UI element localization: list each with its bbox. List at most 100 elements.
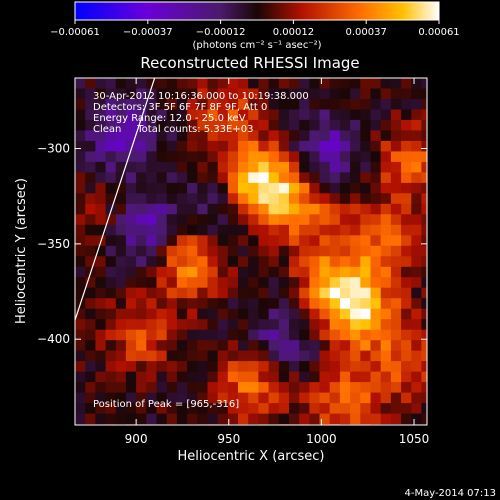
heatmap-cell xyxy=(411,140,423,152)
heatmap-cell xyxy=(360,371,372,383)
heatmap-cell xyxy=(207,382,219,394)
heatmap-cell xyxy=(268,109,280,121)
heatmap-cell xyxy=(136,78,147,90)
heatmap-cell xyxy=(227,78,239,90)
heatmap-cell xyxy=(187,298,198,310)
heatmap-cell xyxy=(319,203,331,215)
heatmap-cell xyxy=(380,361,392,373)
heatmap-cell xyxy=(227,224,239,236)
heatmap-cell xyxy=(380,298,392,310)
heatmap-cell xyxy=(187,287,198,299)
heatmap-cell xyxy=(95,403,107,415)
heatmap-cell xyxy=(125,235,137,247)
heatmap-cell xyxy=(380,172,392,184)
heatmap-cell xyxy=(207,172,219,184)
heatmap-cell xyxy=(105,308,117,320)
heatmap-cell xyxy=(421,214,427,226)
heatmap-cell xyxy=(319,140,331,152)
heatmap-cell xyxy=(360,424,372,425)
heatmap-cell xyxy=(85,361,96,373)
heatmap-cell xyxy=(105,256,117,268)
heatmap-cell xyxy=(432,298,443,309)
heatmap-cell xyxy=(411,203,423,215)
heatmap-cell xyxy=(207,350,219,362)
heatmap-cell xyxy=(146,266,158,278)
heatmap-cell xyxy=(278,350,290,362)
heatmap-cell xyxy=(227,413,239,425)
heatmap-cell xyxy=(207,224,219,236)
heatmap-cell xyxy=(115,392,127,404)
heatmap-cell xyxy=(421,277,427,289)
heatmap-cell xyxy=(227,88,239,100)
heatmap-cell xyxy=(278,308,290,320)
heatmap-cell xyxy=(360,350,372,362)
heatmap-cell xyxy=(217,308,229,320)
heatmap-cell xyxy=(278,266,290,278)
heatmap-cell xyxy=(146,413,158,425)
heatmap-cell xyxy=(401,78,412,90)
heatmap-cell xyxy=(299,88,310,100)
heatmap-cell xyxy=(401,88,412,100)
heatmap-cell xyxy=(176,193,188,205)
heatmap-cell xyxy=(390,361,402,373)
heatmap-cell xyxy=(432,277,443,288)
heatmap-cell xyxy=(136,203,147,215)
heatmap-cell xyxy=(146,78,158,90)
heatmap-cell xyxy=(360,235,372,247)
heatmap-cell xyxy=(136,298,147,310)
heatmap-cell xyxy=(115,371,127,383)
heatmap-cell xyxy=(401,266,412,278)
heatmap-cell xyxy=(380,340,392,352)
heatmap-cell xyxy=(289,277,300,289)
heatmap-cell xyxy=(187,203,198,215)
heatmap-cell xyxy=(217,78,229,90)
heatmap-cell xyxy=(299,371,310,383)
heatmap-cell xyxy=(187,424,198,425)
heatmap-cell xyxy=(432,204,443,215)
heatmap-cell xyxy=(187,214,198,226)
heatmap-cell xyxy=(166,392,178,404)
heatmap-cell xyxy=(146,151,158,163)
heatmap-cell xyxy=(380,99,392,111)
heatmap-cell xyxy=(197,172,209,184)
heatmap-cell xyxy=(390,140,402,152)
heatmap-cell xyxy=(238,88,249,100)
heatmap-cell xyxy=(278,130,290,142)
heatmap-cell xyxy=(176,235,188,247)
heatmap-cell xyxy=(75,245,86,257)
heatmap-cell xyxy=(217,224,229,236)
heatmap-cell xyxy=(217,235,229,247)
heatmap-cell xyxy=(187,340,198,352)
heatmap-cell xyxy=(329,277,341,289)
heatmap-cell xyxy=(370,193,382,205)
heatmap-cell xyxy=(370,109,382,121)
heatmap-cell xyxy=(370,99,382,111)
heatmap-cell xyxy=(227,130,239,142)
heatmap-cell xyxy=(248,119,259,131)
heatmap-cell xyxy=(350,224,361,236)
heatmap-cell xyxy=(329,392,341,404)
heatmap-cell xyxy=(85,413,96,425)
heatmap-cell xyxy=(136,130,147,142)
heatmap-cell xyxy=(411,392,423,404)
heatmap-cell xyxy=(115,161,127,173)
heatmap-cell xyxy=(370,235,382,247)
heatmap-cell xyxy=(75,403,86,415)
heatmap-cell xyxy=(146,277,158,289)
heatmap-cell xyxy=(350,78,361,90)
heatmap-cell xyxy=(248,403,259,415)
heatmap-cell xyxy=(360,277,372,289)
heatmap-cell xyxy=(136,403,147,415)
heatmap-cell xyxy=(411,403,423,415)
heatmap-cell xyxy=(370,403,382,415)
heatmap-cell xyxy=(187,308,198,320)
heatmap-cell xyxy=(156,214,168,226)
heatmap-cell xyxy=(197,403,209,415)
heatmap-cell xyxy=(289,403,300,415)
heatmap-cell xyxy=(227,151,239,163)
heatmap-cell xyxy=(197,424,209,425)
heatmap-cell xyxy=(115,130,127,142)
heatmap-cell xyxy=(248,435,259,446)
heatmap-cell xyxy=(309,277,321,289)
heatmap-cell xyxy=(319,403,331,415)
